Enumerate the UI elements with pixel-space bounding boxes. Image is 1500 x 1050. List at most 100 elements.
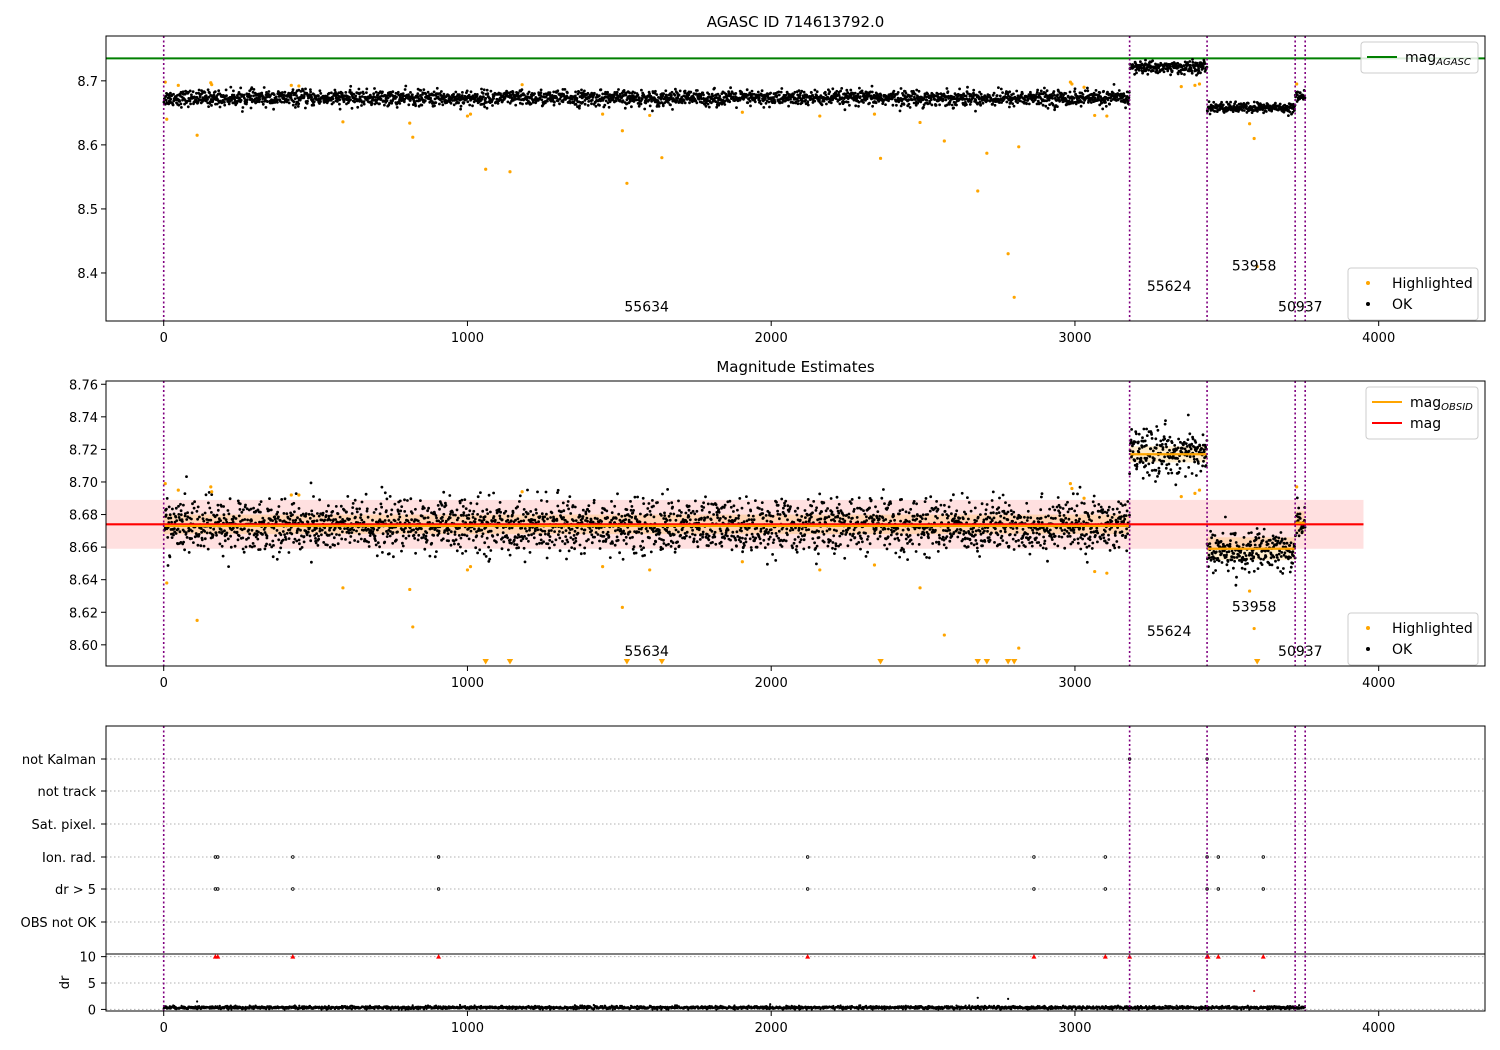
ok-point xyxy=(671,108,674,111)
ok-point xyxy=(552,90,556,94)
ok-point xyxy=(1022,101,1026,105)
ok-point xyxy=(274,534,277,537)
ok-point xyxy=(237,534,241,538)
ok-point xyxy=(318,527,322,530)
ok-point xyxy=(506,514,510,518)
ok-point xyxy=(506,100,510,104)
ok-point xyxy=(625,542,628,546)
ok-point xyxy=(1203,62,1207,65)
ok-point xyxy=(865,97,869,101)
ok-point xyxy=(612,94,616,97)
ok-point xyxy=(556,488,560,492)
ok-point xyxy=(226,537,230,541)
ok-point xyxy=(793,90,797,94)
ok-point xyxy=(535,542,539,546)
ok-point xyxy=(322,541,326,544)
ok-point xyxy=(353,100,356,104)
ok-point xyxy=(401,534,405,538)
ok-point xyxy=(631,547,635,551)
ok-point xyxy=(610,500,613,503)
ok-point xyxy=(463,498,467,501)
ok-point xyxy=(403,88,407,91)
ok-point xyxy=(1019,99,1022,103)
ok-point xyxy=(876,94,880,97)
ok-point xyxy=(388,101,391,105)
ok-point xyxy=(601,530,605,534)
ok-point xyxy=(318,498,321,502)
ok-point xyxy=(529,102,533,106)
ok-point xyxy=(274,520,278,523)
ok-point xyxy=(267,90,271,93)
ok-point xyxy=(325,510,328,513)
ok-point xyxy=(602,534,606,538)
ok-point xyxy=(410,511,414,515)
ok-point xyxy=(402,100,406,104)
ok-point xyxy=(299,90,303,93)
ok-point xyxy=(190,517,193,521)
ok-point xyxy=(590,98,594,102)
highlighted-point xyxy=(165,117,169,121)
ok-point xyxy=(287,537,291,540)
ok-point xyxy=(349,535,353,538)
ok-point xyxy=(426,509,429,513)
ok-point xyxy=(572,519,575,523)
ok-point xyxy=(566,540,570,544)
ok-point xyxy=(764,97,767,100)
ok-point xyxy=(390,508,394,512)
ok-point xyxy=(238,502,242,506)
ok-point xyxy=(583,89,586,93)
ok-point xyxy=(295,94,298,97)
ok-point xyxy=(259,510,262,514)
ok-point xyxy=(824,93,828,97)
ok-point xyxy=(578,543,582,547)
ok-point xyxy=(376,541,380,545)
ok-point xyxy=(598,103,601,107)
ok-point xyxy=(870,90,874,94)
ok-point xyxy=(373,87,376,90)
ok-point xyxy=(715,105,719,109)
ok-point xyxy=(673,93,677,97)
ok-point xyxy=(1021,92,1024,96)
ok-point xyxy=(319,100,322,103)
ok-point xyxy=(582,532,586,535)
ok-point xyxy=(979,92,983,96)
ok-point xyxy=(624,93,628,97)
ok-point xyxy=(991,93,995,97)
ok-point xyxy=(574,90,577,94)
ok-point xyxy=(688,101,691,105)
ok-point xyxy=(818,98,821,102)
ok-point xyxy=(1072,96,1076,100)
ok-point xyxy=(383,540,387,544)
ok-point xyxy=(916,101,920,105)
ok-point xyxy=(524,515,528,519)
ok-point xyxy=(509,519,513,523)
ok-point xyxy=(403,498,406,502)
ok-point xyxy=(657,104,661,108)
ok-point xyxy=(971,96,975,100)
ok-point xyxy=(349,84,353,88)
ok-point xyxy=(661,104,665,108)
ok-point xyxy=(304,87,307,91)
ok-point xyxy=(335,533,338,536)
ok-point xyxy=(302,535,306,538)
ok-point xyxy=(611,98,615,102)
ok-point xyxy=(607,105,611,109)
ok-point xyxy=(834,97,838,100)
ok-point xyxy=(892,89,896,93)
ok-point xyxy=(420,514,424,518)
ok-point xyxy=(944,98,948,102)
ok-point xyxy=(682,99,686,102)
ok-point xyxy=(469,529,473,533)
ok-point xyxy=(997,86,1000,89)
ok-point xyxy=(857,104,860,108)
ok-point xyxy=(475,534,479,538)
ok-point xyxy=(479,515,482,519)
ok-point xyxy=(775,94,779,97)
ok-point xyxy=(637,104,641,108)
ok-point xyxy=(334,518,337,521)
ok-point xyxy=(294,518,298,522)
ok-point xyxy=(553,543,556,547)
ok-point xyxy=(482,552,486,556)
ok-point xyxy=(787,104,790,108)
ok-point xyxy=(469,90,473,94)
